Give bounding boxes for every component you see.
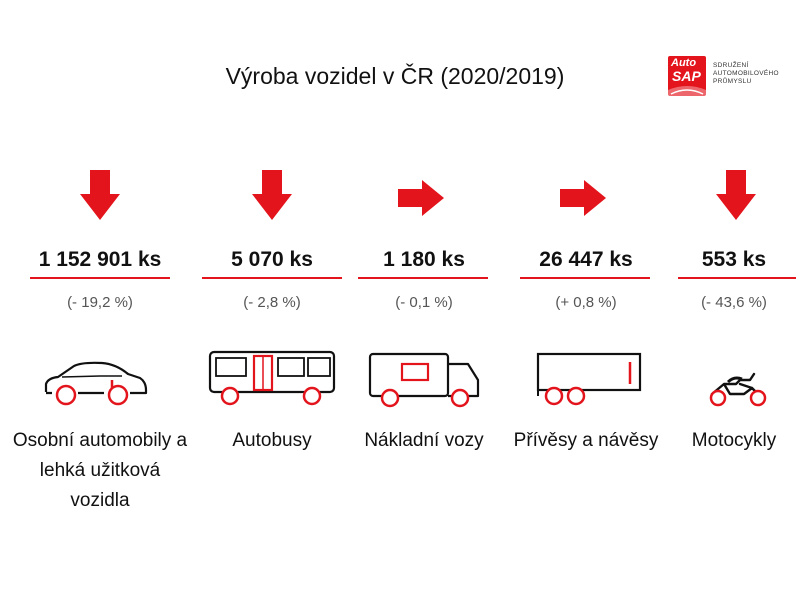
logo-auto: Auto	[671, 57, 697, 69]
category-change: (+ 0,8 %)	[555, 294, 617, 311]
divider	[30, 277, 170, 279]
logo-swoosh-icon	[668, 86, 706, 96]
category-value: 553 ks	[701, 248, 767, 271]
category-change: (- 2,8 %)	[243, 294, 301, 311]
category-value: 1 180 ks	[383, 248, 465, 271]
arrow-right-icon	[398, 180, 444, 216]
arrow-right-icon	[560, 180, 606, 216]
arrow-down-icon	[80, 170, 120, 220]
divider	[520, 277, 650, 279]
logo-sap: SAP	[672, 68, 701, 84]
arrow-down-icon	[252, 170, 292, 220]
logo-text: SDRUŽENÍ AUTOMOBILOVÉHO PRŮMYSLU	[713, 62, 783, 86]
trailer-icon	[536, 352, 642, 406]
category-change: (- 43,6 %)	[701, 294, 767, 311]
category-label: Nákladní vozy	[364, 430, 484, 451]
category-label: Osobní automobily a lehká užitková vozid…	[12, 430, 188, 511]
bus-icon	[208, 350, 336, 406]
page-title: Výroba vozidel v ČR (2020/2019)	[225, 63, 565, 89]
category-value: 5 070 ks	[231, 248, 313, 271]
category-label: Autobusy	[232, 430, 312, 451]
logo-mark: Auto SAP	[668, 56, 706, 96]
logo-line-2: AUTOMOBILOVÉHO	[713, 70, 779, 77]
logo-line-1: SDRUŽENÍ	[713, 62, 749, 69]
arrow-down-icon	[716, 170, 756, 220]
category-label: Přívěsy a návěsy	[513, 430, 659, 451]
divider	[202, 277, 342, 279]
category-value: 1 152 901 ks	[38, 248, 162, 271]
truck-icon	[368, 352, 480, 408]
category-value: 26 447 ks	[539, 248, 633, 271]
category-change: (- 19,2 %)	[67, 294, 133, 311]
category-label: Motocykly	[691, 430, 777, 451]
motorcycle-icon	[709, 372, 767, 407]
autosap-logo: Auto SAP SDRUŽENÍ AUTOMOBILOVÉHO PRŮMYSL…	[668, 56, 779, 98]
category-change: (- 0,1 %)	[395, 294, 453, 311]
car-icon	[44, 361, 148, 406]
logo-line-3: PRŮMYSLU	[713, 78, 752, 85]
divider	[358, 277, 488, 279]
divider	[678, 277, 796, 279]
